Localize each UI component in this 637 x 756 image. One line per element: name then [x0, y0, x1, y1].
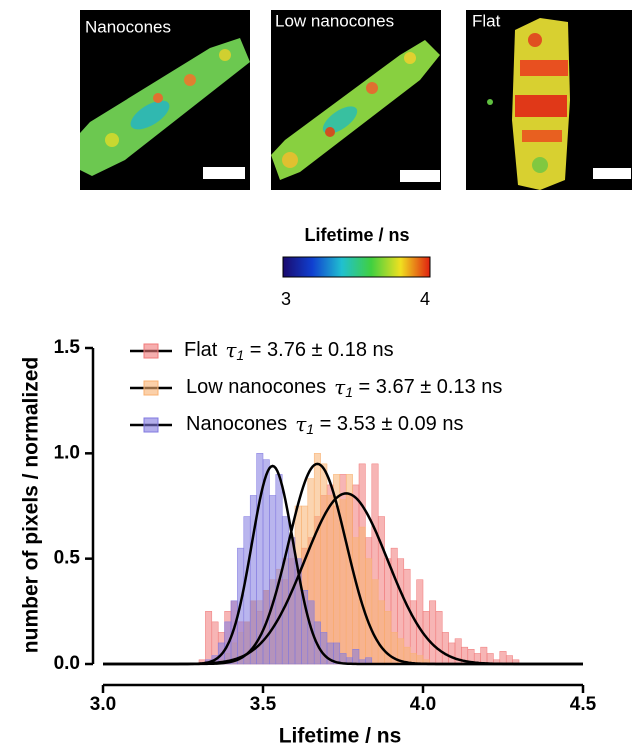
legend-name: Low nanocones: [186, 376, 326, 398]
bar: [326, 495, 334, 665]
fit-text: = 3.76 ± 0.18 ns: [244, 339, 393, 361]
legend-marker: [143, 380, 159, 396]
legend-entry: Flat τ1 = 3.76 ± 0.18 ns: [184, 338, 394, 363]
y-tick-label: 1.5: [54, 337, 81, 358]
fit-symbol: τ: [334, 375, 346, 399]
bar: [429, 600, 437, 665]
bar: [448, 642, 456, 665]
fit-symbol: τ: [295, 412, 307, 436]
image-panel: Flat: [466, 10, 632, 190]
image-panel: Low nanocones: [271, 10, 441, 190]
x-tick-label: 4.0: [410, 694, 436, 715]
panel-label: Low nanocones: [275, 11, 394, 30]
bar: [480, 646, 488, 665]
bar: [352, 537, 360, 665]
panel-label: Flat: [472, 11, 501, 30]
y-axis-label: number of pixels / normalized: [20, 357, 43, 653]
fit-curve: [103, 464, 583, 666]
bar: [371, 579, 379, 665]
bar: [320, 632, 328, 665]
x-tick-label: 3.5: [250, 694, 277, 715]
bar: [365, 558, 373, 665]
bar: [269, 495, 277, 665]
fit-text: = 3.53 ± 0.09 ns: [314, 413, 463, 435]
colorbar-title: Lifetime / ns: [304, 225, 409, 245]
y-tick-label: 0.0: [54, 653, 80, 674]
bar: [243, 516, 251, 665]
bar: [288, 537, 296, 665]
colorbar-tick: 3: [281, 289, 291, 309]
legend-entry: Low nanocones τ1 = 3.67 ± 0.13 ns: [186, 375, 502, 400]
panel-label: Nanocones: [85, 17, 171, 36]
legend-entry: Nanocones τ1 = 3.53 ± 0.09 ns: [186, 412, 463, 437]
legend-marker: [143, 343, 159, 359]
y-tick-label: 1.0: [54, 442, 80, 463]
y-tick-label: 0.5: [54, 548, 81, 569]
legend-name: Flat: [184, 339, 218, 361]
image-panel: Nanocones: [80, 10, 250, 190]
fit-subscript: 1: [306, 421, 314, 437]
fit-subscript: 1: [236, 347, 244, 363]
bar: [416, 579, 424, 665]
fit-text: = 3.67 ± 0.13 ns: [353, 376, 502, 398]
legend-marker: [143, 417, 159, 433]
x-tick-label: 4.5: [570, 694, 597, 715]
bar: [281, 516, 289, 665]
bar: [352, 649, 360, 665]
fit-symbol: τ: [225, 338, 237, 362]
bar: [377, 600, 385, 665]
x-axis-label: Lifetime / ns: [279, 725, 402, 748]
legend-name: Nanocones: [186, 413, 287, 435]
bar: [205, 611, 213, 665]
fit-subscript: 1: [345, 384, 353, 400]
colorbar-tick: 4: [420, 289, 430, 309]
bar: [499, 651, 507, 665]
colorbar: [282, 256, 431, 278]
x-tick-label: 3.0: [90, 694, 116, 715]
bar: [441, 632, 449, 665]
bar: [435, 611, 443, 665]
